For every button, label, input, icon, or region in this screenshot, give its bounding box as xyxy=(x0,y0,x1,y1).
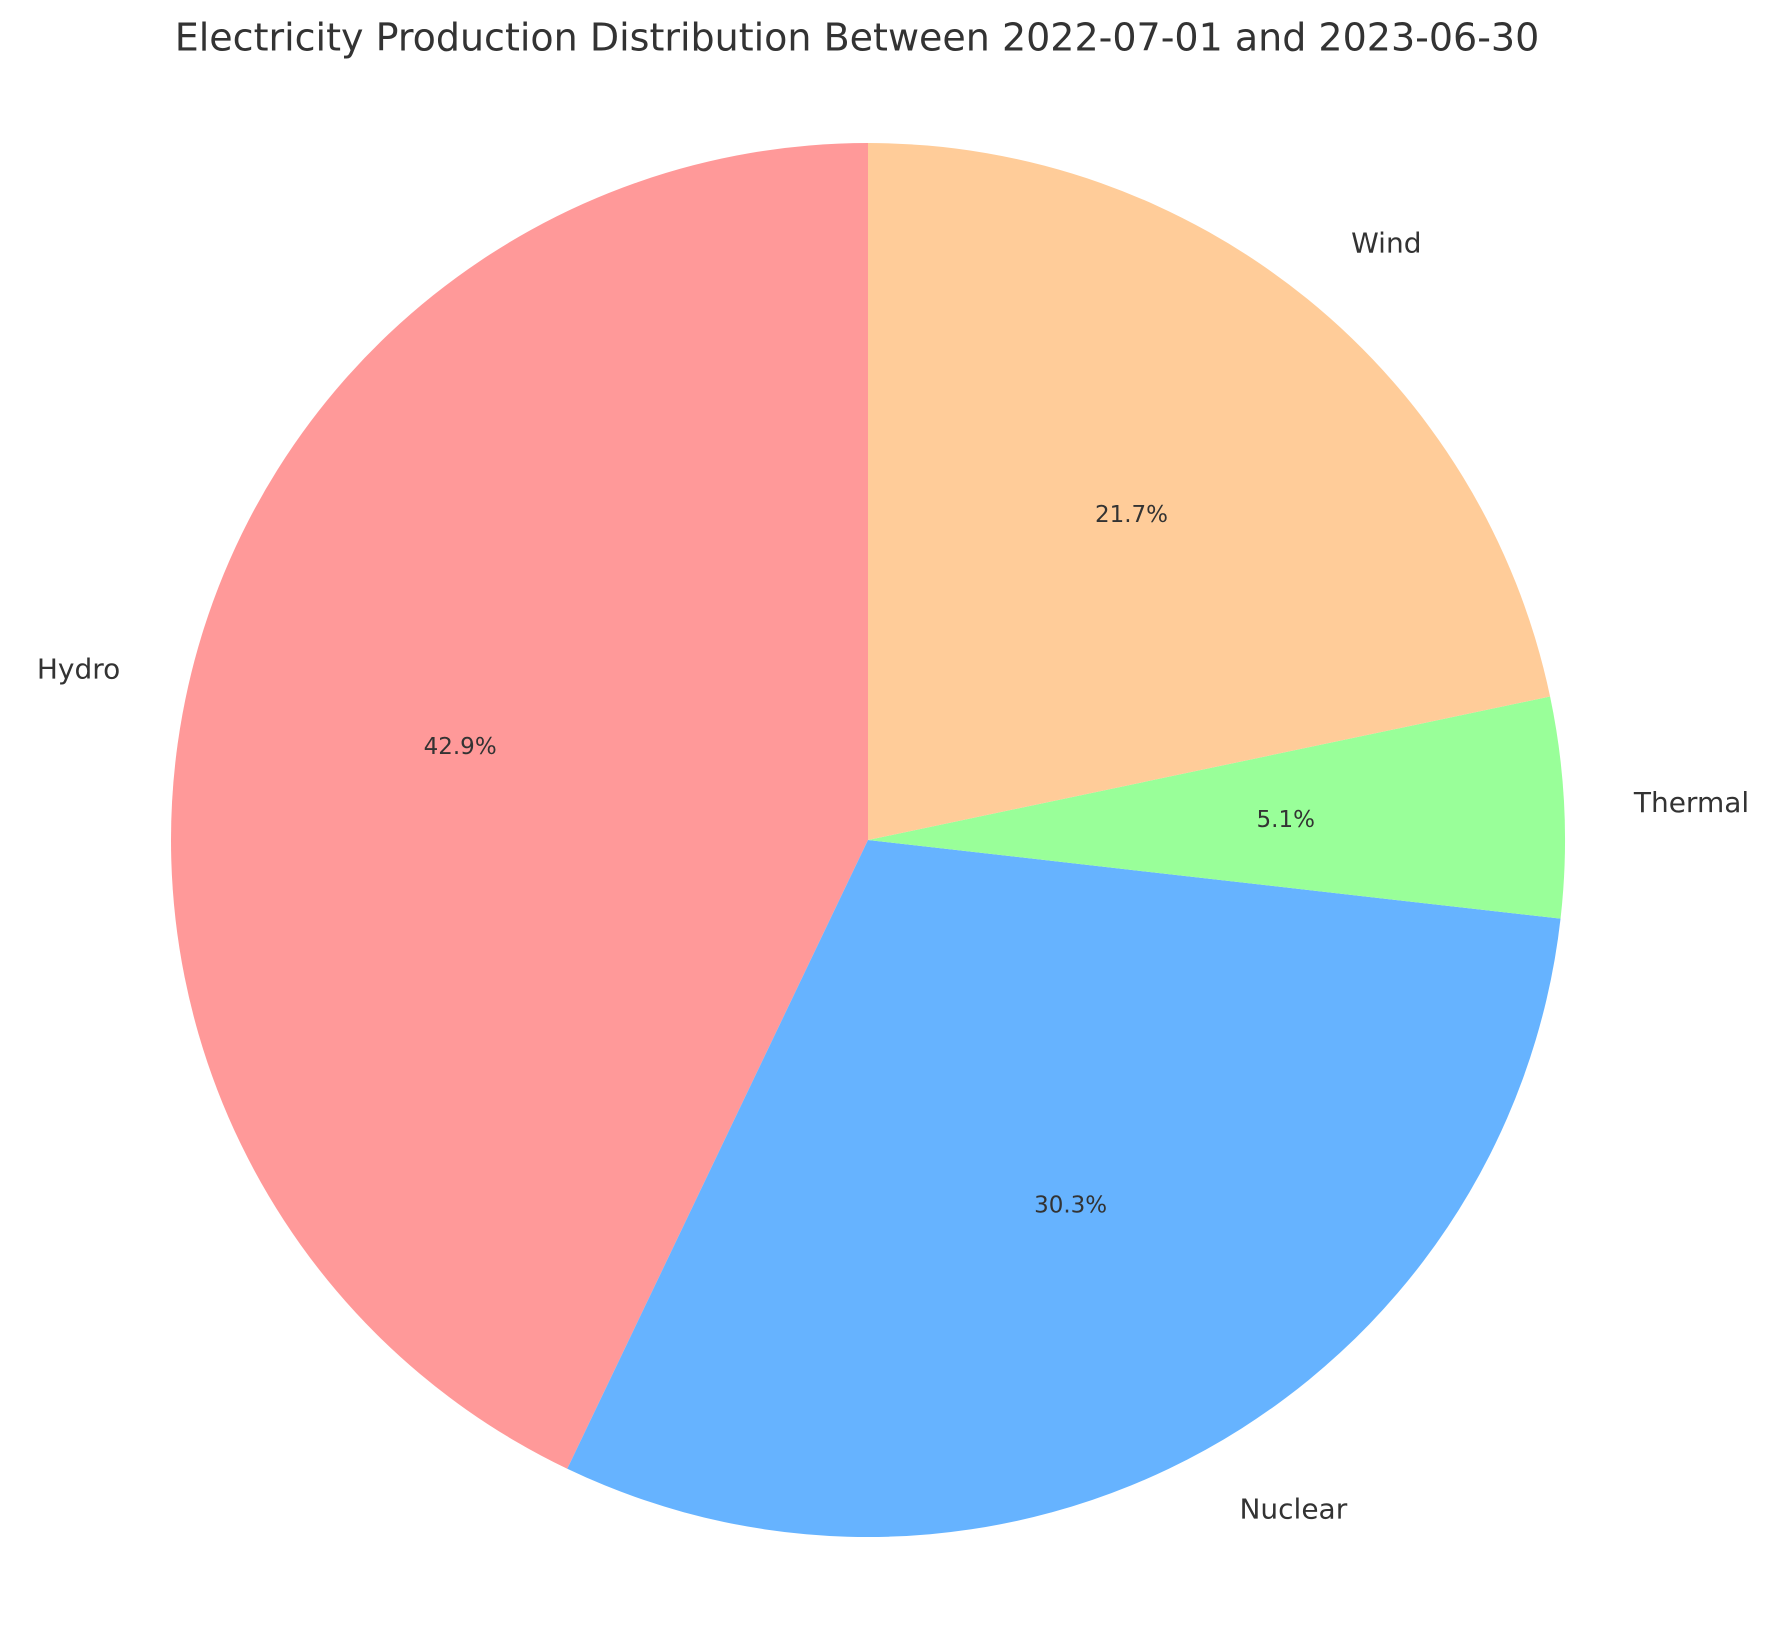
slice-label: Hydro xyxy=(37,652,120,685)
pie-slice xyxy=(868,143,1551,840)
slice-label: Thermal xyxy=(1633,786,1749,819)
chart-title: Electricity Production Distribution Betw… xyxy=(175,16,1540,60)
value-label: 21.7% xyxy=(1095,502,1168,528)
pie-slice xyxy=(868,696,1566,919)
slice-label: Wind xyxy=(1351,227,1421,260)
slice-label: Nuclear xyxy=(1239,1493,1347,1526)
value-label: 42.9% xyxy=(424,734,497,760)
value-label: 30.3% xyxy=(1034,1192,1107,1218)
value-label: 5.1% xyxy=(1257,807,1315,833)
pie-slice xyxy=(171,143,868,1469)
pie-slice xyxy=(567,840,1561,1538)
